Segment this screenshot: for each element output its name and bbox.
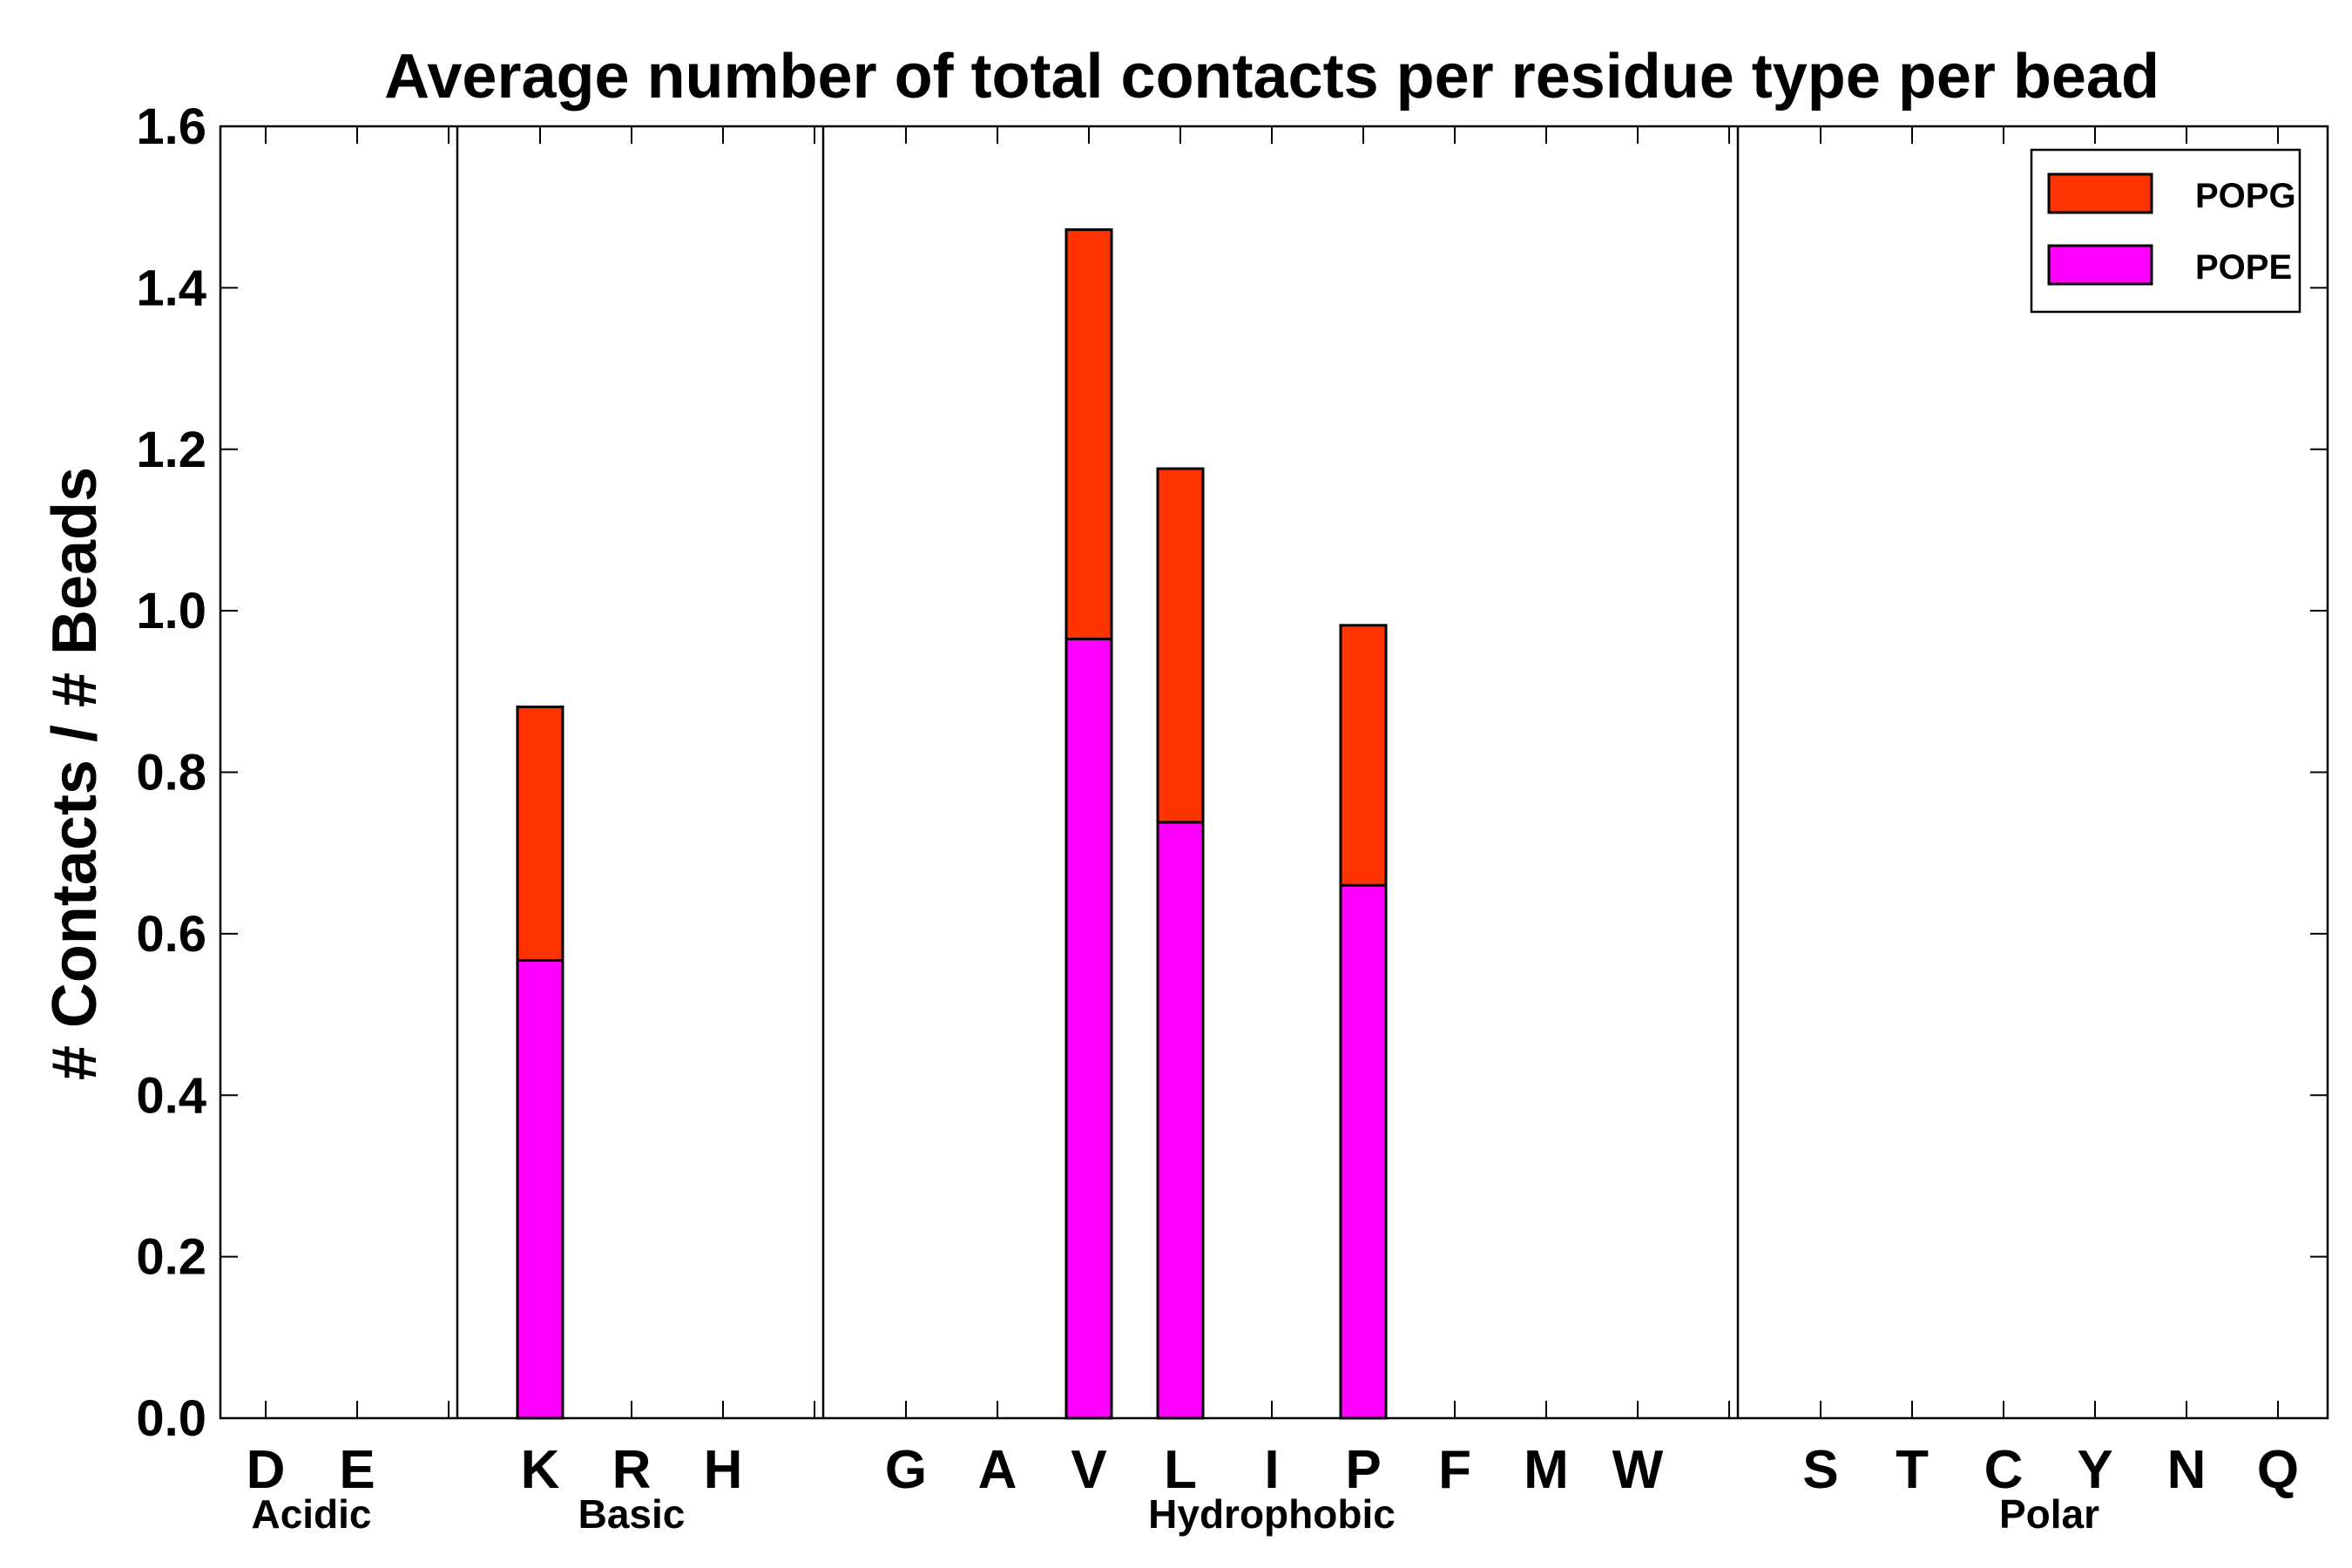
x-tick-label: S: [1802, 1440, 1838, 1500]
y-tick-label: 0.2: [136, 1229, 206, 1286]
y-tick-label: 0.4: [136, 1067, 206, 1124]
x-tick-label: K: [521, 1440, 560, 1500]
bar-popg: [1156, 467, 1205, 824]
x-tick-label: A: [978, 1440, 1017, 1500]
y-tick-label: 1.6: [136, 98, 206, 155]
bar-pope: [1156, 821, 1205, 1420]
bar-popg: [1339, 624, 1388, 887]
x-tick-label: Y: [2077, 1440, 2112, 1500]
group-label: Polar: [1999, 1491, 2099, 1537]
y-tick-label: 1.0: [136, 583, 206, 639]
x-tick-label: C: [1984, 1440, 2024, 1500]
y-tick-label: 1.4: [136, 260, 206, 316]
x-tick-label: V: [1071, 1440, 1106, 1500]
bar-popg: [1064, 228, 1113, 641]
x-tick-label: M: [1524, 1440, 1569, 1500]
bar-pope: [1339, 883, 1388, 1420]
legend-swatch-popg: [2047, 172, 2153, 214]
x-tick-label: F: [1438, 1440, 1471, 1500]
x-tick-label: I: [1264, 1440, 1279, 1500]
bar-popg: [516, 705, 564, 962]
x-tick-label: T: [1896, 1440, 1929, 1500]
x-tick-label: W: [1612, 1440, 1664, 1500]
legend-label-pope: POPE: [2195, 248, 2292, 287]
x-tick-label: H: [704, 1440, 743, 1500]
x-tick-label: R: [612, 1440, 652, 1500]
bar-pope: [1064, 638, 1113, 1420]
x-tick-label: E: [339, 1440, 375, 1500]
y-tick-label: 0.0: [136, 1390, 206, 1447]
group-label: Basic: [578, 1491, 686, 1537]
bar-pope: [516, 958, 564, 1420]
x-tick-label: P: [1345, 1440, 1381, 1500]
x-tick-label: L: [1164, 1440, 1197, 1500]
group-label: Acidic: [251, 1491, 371, 1537]
group-label: Hydrophobic: [1148, 1491, 1396, 1537]
legend-label-popg: POPG: [2195, 177, 2296, 215]
x-tick-label: Q: [2257, 1440, 2299, 1500]
y-tick-label: 0.6: [136, 906, 206, 963]
x-tick-label: N: [2167, 1440, 2207, 1500]
y-tick-label: 1.2: [136, 422, 206, 478]
y-tick-label: 0.8: [136, 745, 206, 801]
y-axis-label: # Contacts / # Beads: [40, 467, 110, 1080]
x-tick-label: G: [885, 1440, 927, 1500]
legend-swatch-pope: [2047, 244, 2153, 286]
x-tick-label: D: [247, 1440, 286, 1500]
chart-title: Average number of total contacts per res…: [384, 42, 2159, 112]
